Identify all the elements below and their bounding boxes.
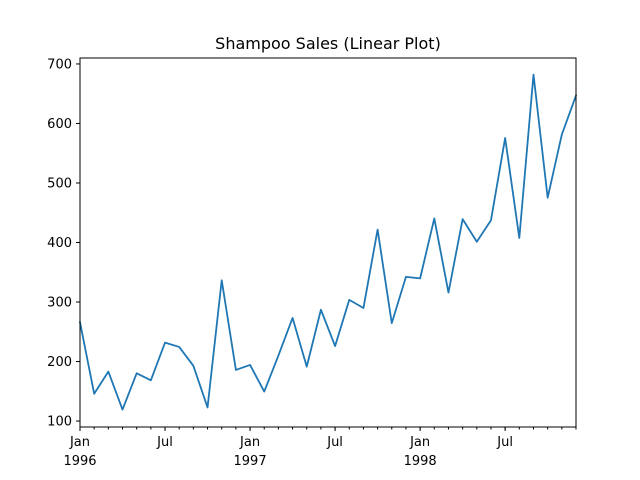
x-tick-label: Jan — [239, 435, 260, 450]
y-tick-label: 700 — [47, 57, 72, 72]
y-tick-label: 400 — [47, 236, 72, 251]
y-tick-label: 200 — [47, 355, 72, 370]
y-tick-label: 300 — [47, 296, 72, 311]
y-tick-label: 100 — [47, 415, 72, 430]
x-tick-label: Jul — [496, 435, 513, 450]
x-tick-label: Jul — [326, 435, 343, 450]
x-tick-year-label: 1998 — [404, 454, 437, 469]
x-tick-label: Jul — [156, 435, 173, 450]
chart-title: Shampoo Sales (Linear Plot) — [215, 34, 441, 53]
series-line-0 — [78, 73, 578, 411]
x-tick-year-label: 1997 — [234, 454, 267, 469]
y-tick-label: 600 — [47, 117, 72, 132]
x-tick-year-label: 1996 — [63, 454, 96, 469]
plot-area: 100 200 300 400 500 600 700 Jan 1996 Jul Jan 1997 Ju… — [47, 57, 578, 469]
x-tick-label: Jan — [69, 435, 90, 450]
x-tick-label: Jan — [409, 435, 430, 450]
y-tick-label: 500 — [47, 176, 72, 191]
